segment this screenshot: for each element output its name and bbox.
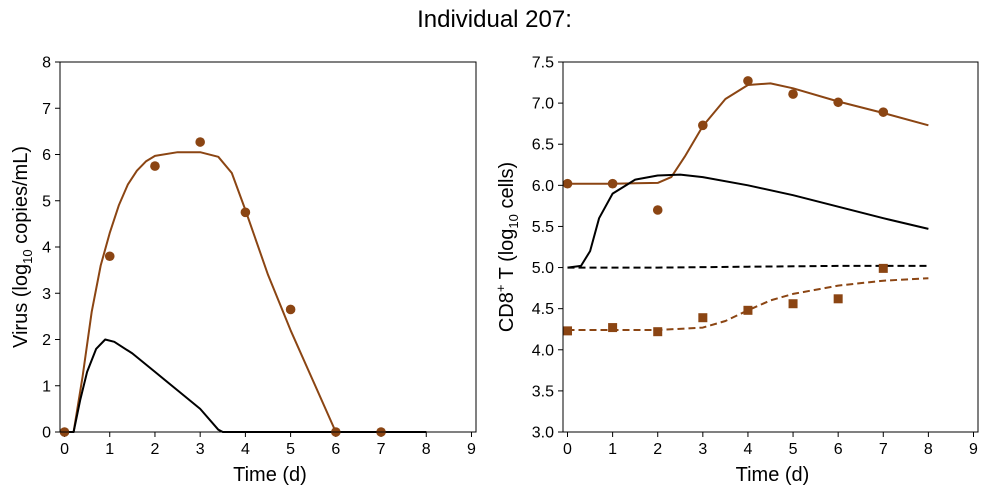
chart1-xlabel: Time (d) bbox=[233, 464, 307, 486]
chart1-ytick-label: 7 bbox=[42, 101, 51, 118]
chart1-ylabel: Virus (log10 copies/mL) bbox=[10, 146, 35, 348]
chart1-ytick-label: 8 bbox=[42, 55, 51, 72]
chart2-circle-marker bbox=[878, 107, 889, 117]
chart1-plot: 0 1 2 3 4 5 6 7 8 9 0 1 2 3 4 5 6 7 8 Time (d) Virus (log10 … bbox=[10, 55, 477, 486]
chart2-square-marker bbox=[833, 294, 843, 304]
chart1-xtick-label: 0 bbox=[60, 441, 69, 458]
chart2-axes-frame bbox=[562, 61, 979, 433]
chart1-ytick-label: 2 bbox=[42, 332, 51, 349]
chart1-xtick-label: 1 bbox=[105, 441, 114, 458]
chart1-xtick-label: 6 bbox=[331, 441, 340, 458]
chart1-circle-marker bbox=[240, 207, 251, 218]
chart1-ytick-label: 4 bbox=[42, 240, 51, 257]
figure-title: Individual 207: bbox=[417, 6, 572, 33]
chart1-circle-marker bbox=[285, 304, 296, 315]
chart1-circle-marker bbox=[104, 251, 115, 262]
chart1-series-1-line bbox=[64, 151, 427, 433]
chart2-ytick-label: 3.5 bbox=[532, 383, 554, 400]
chart2-ytick-label: 7.0 bbox=[532, 96, 554, 113]
chart1-xtick-label: 2 bbox=[151, 441, 160, 458]
chart2-ytick-label: 3.0 bbox=[532, 425, 554, 442]
chart2-square-marker bbox=[788, 299, 798, 309]
chart2-xlabel: Time (d) bbox=[736, 464, 810, 486]
chart2-circle-marker bbox=[607, 178, 618, 189]
chart2-circle-marker bbox=[743, 76, 753, 86]
chart2-square-marker bbox=[608, 323, 618, 333]
chart2-series-2-line bbox=[567, 173, 929, 269]
chart2-ytick-label: 4.5 bbox=[532, 301, 554, 318]
chart2-circle-marker bbox=[833, 97, 843, 108]
chart2-xtick-label: 9 bbox=[969, 441, 978, 458]
chart2-circle-marker bbox=[788, 89, 798, 99]
chart2-xtick-label: 2 bbox=[653, 441, 662, 458]
chart2-ytick-label: 5.0 bbox=[532, 260, 554, 277]
chart2-series-1-line bbox=[567, 82, 929, 185]
chart2-xtick-label: 8 bbox=[924, 441, 933, 458]
chart1-xtick-label: 7 bbox=[377, 441, 386, 458]
chart2-ytick-label: 7.5 bbox=[532, 55, 554, 72]
chart1-xtick-label: 5 bbox=[286, 441, 295, 458]
chart1-xtick-label: 4 bbox=[241, 441, 250, 458]
chart2-square-marker bbox=[653, 327, 663, 337]
chart1-circle-marker bbox=[150, 161, 160, 171]
chart2-xtick-label: 7 bbox=[879, 441, 888, 458]
chart2-xtick-label: 4 bbox=[743, 441, 752, 458]
chart2-ytick-label: 5.5 bbox=[532, 219, 554, 236]
chart2-ylabel: CD8+ T (log10 cells) bbox=[493, 162, 521, 332]
chart2-xtick-label: 0 bbox=[563, 441, 572, 458]
chart1-ytick-label: 1 bbox=[42, 378, 51, 395]
chart1-xtick-label: 3 bbox=[196, 441, 205, 458]
chart2-square-marker bbox=[743, 305, 753, 315]
chart2-series-3-line bbox=[567, 264, 929, 269]
chart2-ytick-label: 4.0 bbox=[532, 342, 554, 359]
chart1-circle-marker bbox=[195, 137, 205, 147]
chart2-xtick-label: 5 bbox=[789, 441, 798, 458]
chart1-axes-frame bbox=[59, 61, 477, 433]
chart1-series-2-line bbox=[64, 338, 427, 433]
chart1-ytick-label: 0 bbox=[42, 425, 51, 442]
chart2-ytick-label: 6.0 bbox=[532, 178, 554, 195]
chart2-series-4-line bbox=[567, 277, 929, 331]
chart1-xtick-label: 9 bbox=[467, 441, 476, 458]
chart2-xtick-label: 3 bbox=[698, 441, 707, 458]
chart1-ytick-label: 3 bbox=[42, 286, 51, 303]
chart2-square-marker bbox=[698, 313, 708, 323]
chart2-circle-marker bbox=[562, 178, 573, 189]
chart1-ytick-label: 5 bbox=[42, 193, 51, 210]
chart2-square-marker bbox=[563, 326, 573, 336]
chart2-xtick-label: 1 bbox=[608, 441, 617, 458]
chart2-square-marker bbox=[878, 263, 888, 273]
chart2-plot: 0 1 2 3 4 5 6 7 8 9 3.0 3.5 4.0 4.5 5.0 5.5 6.0 6.5 7.0 7.5… bbox=[493, 55, 979, 486]
chart1-xtick-label: 8 bbox=[422, 441, 431, 458]
chart2-circle-marker bbox=[698, 120, 708, 131]
chart2-circle-marker bbox=[652, 205, 663, 215]
chart2-xtick-label: 6 bbox=[834, 441, 843, 458]
chart1-ytick-label: 6 bbox=[42, 147, 51, 164]
chart2-ytick-label: 6.5 bbox=[532, 137, 554, 154]
